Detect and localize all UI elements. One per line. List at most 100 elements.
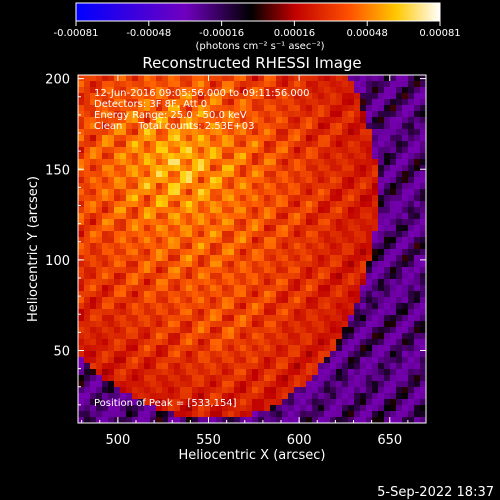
heatmap-cell [192, 135, 199, 142]
heatmap-cell [126, 123, 133, 130]
heatmap-cell [90, 87, 97, 94]
heatmap-cell [318, 315, 325, 322]
heatmap-cell [366, 219, 373, 226]
heatmap-cell [162, 219, 169, 226]
heatmap-cell [312, 87, 319, 94]
heatmap-cell [198, 81, 205, 88]
heatmap-cell [372, 279, 379, 286]
heatmap-cell [252, 105, 259, 112]
heatmap-cell [78, 171, 85, 178]
heatmap-cell [378, 249, 385, 256]
heatmap-cell [318, 135, 325, 142]
heatmap-cell [318, 405, 325, 412]
heatmap-cell [102, 387, 109, 394]
heatmap-cell [138, 261, 145, 268]
heatmap-cell [408, 93, 415, 100]
heatmap-cell [132, 327, 139, 334]
heatmap-cell [162, 93, 169, 100]
heatmap-cell [222, 141, 229, 148]
heatmap-cell [324, 201, 331, 208]
heatmap-cell [258, 117, 265, 124]
heatmap-cell [318, 213, 325, 220]
heatmap-cell [360, 345, 367, 352]
heatmap-cell [288, 123, 295, 130]
heatmap-cell [360, 243, 367, 250]
heatmap-cell [312, 357, 319, 364]
heatmap-cell [144, 75, 151, 82]
heatmap-cell [234, 261, 241, 268]
heatmap-cell [162, 75, 169, 82]
heatmap-cell [408, 345, 415, 352]
heatmap-cell [378, 405, 385, 412]
heatmap-cell [210, 183, 217, 190]
heatmap-cell [414, 375, 421, 382]
heatmap-cell [342, 177, 349, 184]
heatmap-cell [276, 357, 283, 364]
heatmap-cell [306, 117, 313, 124]
heatmap-cell [294, 237, 301, 244]
heatmap-cell [204, 165, 211, 172]
heatmap-cell [360, 117, 367, 124]
heatmap-cell [120, 123, 127, 130]
heatmap-cell [396, 141, 403, 148]
heatmap-cell [216, 351, 223, 358]
heatmap-cell [162, 363, 169, 370]
heatmap-cell [90, 111, 97, 118]
heatmap-cell [120, 327, 127, 334]
heatmap-cell [126, 237, 133, 244]
heatmap-cell [168, 327, 175, 334]
heatmap-cell [186, 189, 193, 196]
heatmap-cell [282, 369, 289, 376]
heatmap-cell [126, 135, 133, 142]
heatmap-cell [348, 411, 355, 418]
heatmap-cell [144, 207, 151, 214]
heatmap-cell [246, 279, 253, 286]
heatmap-cell [174, 183, 181, 190]
heatmap-cell [234, 225, 241, 232]
heatmap-cell [168, 297, 175, 304]
heatmap-cell [90, 351, 97, 358]
heatmap-cell [186, 87, 193, 94]
heatmap-cell [228, 393, 235, 400]
heatmap-cell [420, 195, 426, 202]
heatmap-cell [336, 267, 343, 274]
heatmap-cell [246, 273, 253, 280]
heatmap-cell [420, 213, 426, 220]
heatmap-cell [114, 357, 121, 364]
heatmap-cell [108, 189, 115, 196]
heatmap-cell [228, 249, 235, 256]
heatmap-cell [180, 225, 187, 232]
heatmap-cell [360, 237, 367, 244]
heatmap-cell [150, 261, 157, 268]
heatmap-cell [180, 411, 187, 418]
heatmap-cell [84, 381, 91, 388]
heatmap-cell [144, 375, 151, 382]
heatmap-cell [312, 165, 319, 172]
heatmap-cell [216, 345, 223, 352]
heatmap-cell [288, 381, 295, 388]
heatmap-cell [336, 201, 343, 208]
heatmap-cell [234, 213, 241, 220]
heatmap-cell [186, 375, 193, 382]
heatmap-cell [342, 75, 349, 82]
heatmap-cell [240, 381, 247, 388]
heatmap-cell [402, 171, 409, 178]
heatmap-cell [234, 285, 241, 292]
heatmap-cell [336, 129, 343, 136]
heatmap-cell [288, 129, 295, 136]
heatmap-cell [126, 147, 133, 154]
heatmap-cell [138, 291, 145, 298]
heatmap-cell [324, 117, 331, 124]
heatmap-cell [192, 387, 199, 394]
heatmap-cell [276, 387, 283, 394]
heatmap-cell [360, 363, 367, 370]
heatmap-cell [102, 375, 109, 382]
heatmap-cell [222, 399, 229, 406]
heatmap-cell [360, 105, 367, 112]
heatmap-cell [402, 183, 409, 190]
heatmap-cell [204, 141, 211, 148]
heatmap-cell [132, 381, 139, 388]
heatmap-cell [294, 303, 301, 310]
heatmap-cell [366, 387, 373, 394]
heatmap-cell [168, 177, 175, 184]
